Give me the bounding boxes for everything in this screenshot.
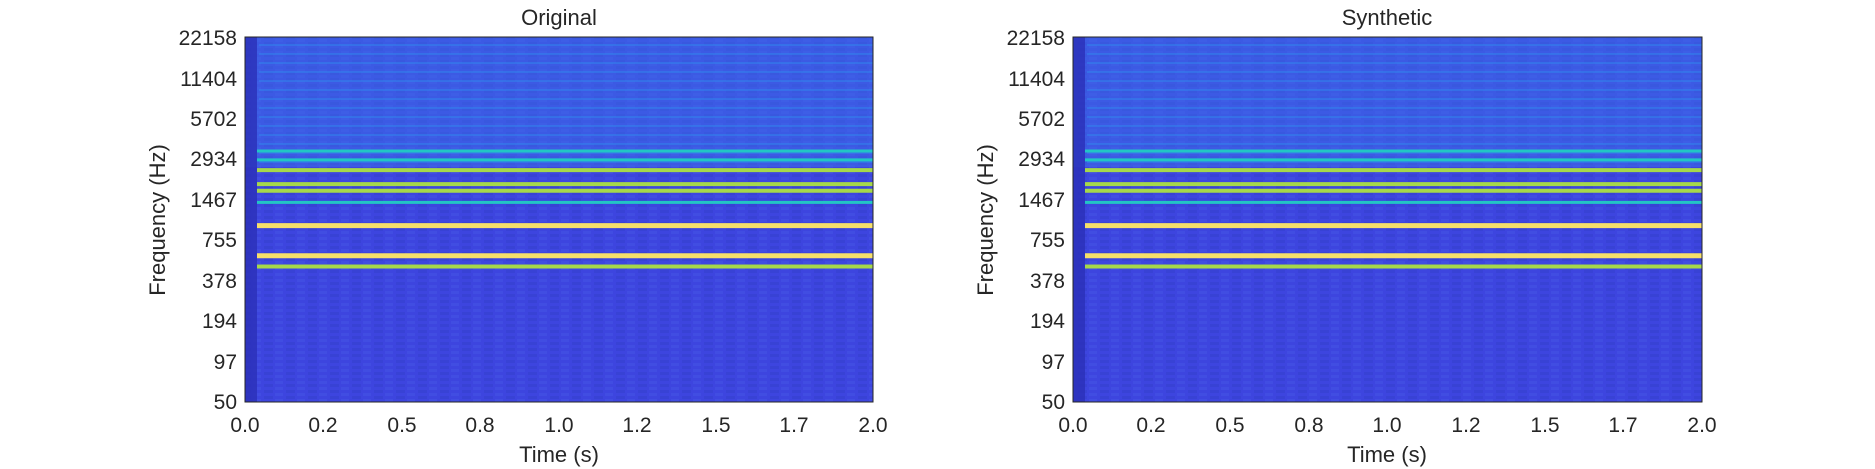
y-tick-label: 5702 [1018,108,1065,131]
x-tick-label: 1.7 [779,414,808,437]
y-axis: 22158 11404 5702 2934 1467 755 378 194 9… [145,27,237,414]
y-tick-label: 22158 [1007,27,1065,50]
x-tick-label: 0.0 [230,414,259,437]
x-tick-label: 1.5 [701,414,730,437]
x-tick-label: 1.7 [1608,414,1637,437]
y-axis-label: Frequency (Hz) [145,144,170,296]
spectrogram-high-band [245,37,873,167]
plot-area [244,36,874,403]
y-tick-label: 1467 [190,189,237,212]
x-axis-label: Time (s) [519,442,599,467]
plot-frame [244,36,874,403]
x-tick-label: 2.0 [1687,414,1716,437]
harmonic-lines [257,44,873,269]
x-tick-label: 1.5 [1530,414,1559,437]
y-tick-label: 50 [214,391,237,414]
x-tick-label: 1.0 [544,414,573,437]
x-tick-label: 1.2 [622,414,651,437]
x-axis: 0.0 0.2 0.5 0.8 1.0 1.2 1.5 1.7 2.0 Time… [230,414,887,467]
x-tick-label: 0.5 [387,414,416,437]
y-tick-label: 5702 [190,108,237,131]
y-tick-label: 11404 [180,68,237,91]
panel-title: Original [521,5,597,30]
x-tick-label: 0.0 [1058,414,1087,437]
y-tick-label: 2934 [1018,148,1065,171]
spectrogram-onset [245,37,257,402]
x-tick-label: 0.5 [1215,414,1244,437]
y-tick-label: 194 [1030,310,1065,333]
y-tick-label: 97 [214,351,237,374]
y-tick-label: 22158 [179,27,237,50]
x-tick-label: 1.2 [1451,414,1480,437]
spectrogram-background [245,37,873,402]
x-tick-label: 2.0 [858,414,887,437]
y-tick-label: 194 [202,310,237,333]
x-axis: 0.0 0.2 0.5 0.8 1.0 1.2 1.5 1.7 2.0 Time… [1058,414,1716,467]
spectrogram-high-band [1073,37,1702,167]
x-tick-label: 0.2 [1136,414,1165,437]
x-tick-label: 0.2 [308,414,337,437]
y-tick-label: 378 [1030,270,1065,293]
spectrogram-onset [1073,37,1085,402]
spectrogram-background [1073,37,1702,402]
harmonic-lines [1085,44,1702,269]
y-tick-label: 11404 [1008,68,1065,91]
x-axis-label: Time (s) [1347,442,1427,467]
x-tick-label: 0.8 [465,414,494,437]
y-tick-label: 1467 [1018,189,1065,212]
y-axis: 22158 11404 5702 2934 1467 755 378 194 9… [973,27,1065,414]
x-tick-label: 0.8 [1294,414,1323,437]
y-axis-label: Frequency (Hz) [973,144,998,296]
y-tick-label: 2934 [190,148,237,171]
panel-title: Synthetic [1342,5,1433,30]
y-tick-label: 97 [1042,351,1065,374]
y-tick-label: 378 [202,270,237,293]
plot-frame [1072,36,1703,403]
plot-area [1072,36,1703,403]
y-tick-label: 755 [1030,229,1065,252]
spectrogram-panel-original: Original 22158 11404 5702 2934 1467 755 … [145,5,888,467]
spectrogram-panel-synthetic: Synthetic 22158 11404 5702 2934 1467 755… [973,5,1717,467]
y-tick-label: 50 [1042,391,1065,414]
x-tick-label: 1.0 [1372,414,1401,437]
y-tick-label: 755 [202,229,237,252]
